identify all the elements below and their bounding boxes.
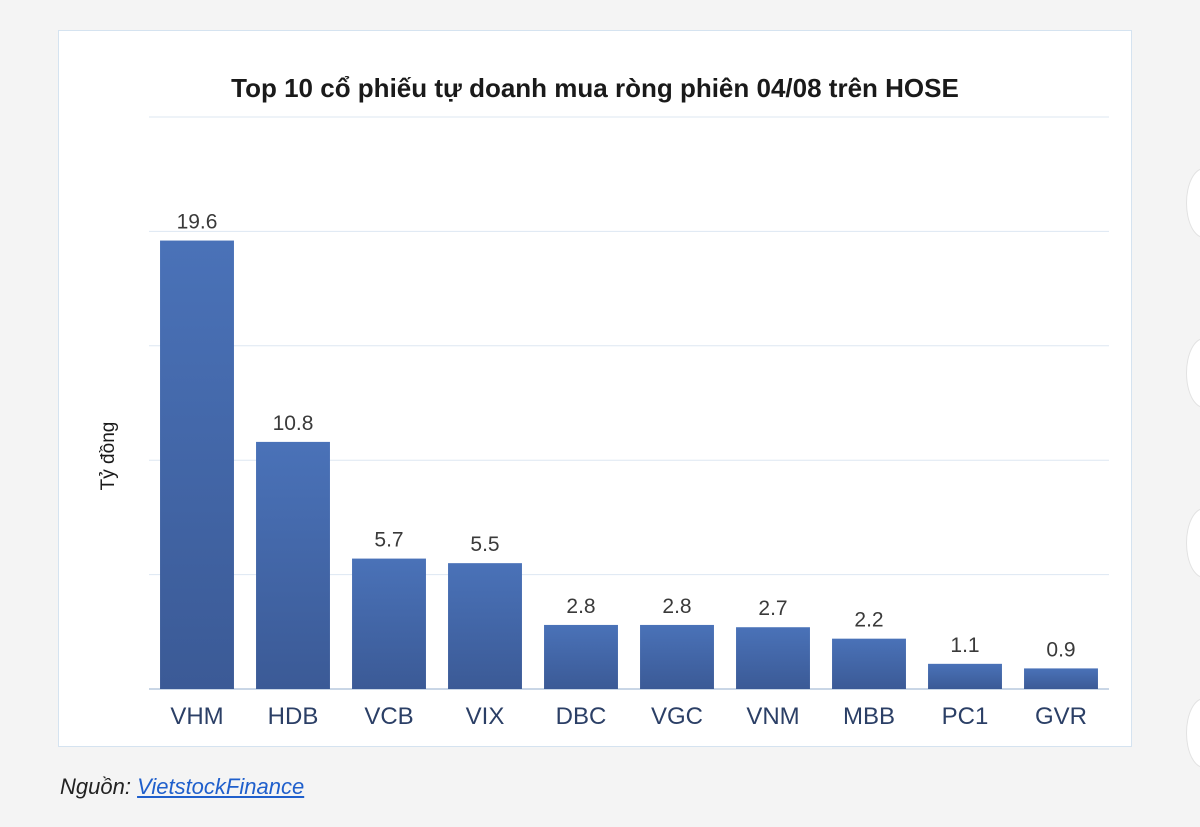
x-tick-label: VIX xyxy=(466,703,505,730)
bar-vcb xyxy=(352,558,426,689)
x-tick-label: HDB xyxy=(268,703,319,730)
bar-vgc xyxy=(640,624,714,689)
data-label: 19.6 xyxy=(177,211,218,234)
data-label: 1.1 xyxy=(950,634,979,657)
chart-card: Top 10 cổ phiếu tự doanh mua ròng phiên … xyxy=(58,30,1132,747)
source-credit: Nguồn: VietstockFinance xyxy=(60,774,304,800)
bar-chart: 19.610.85.7 5.52.8 2.8 2.7 2.21.1 0.9 VHM HDB V… xyxy=(98,116,1109,730)
x-tick-label: VNM xyxy=(746,703,799,730)
bars xyxy=(160,240,1098,689)
chart-title: Top 10 cổ phiếu tự doanh mua ròng phiên … xyxy=(231,73,959,103)
data-labels: 19.6 10.8 5.7 5.5 2.8 2.8 2.7 2.2 1.1 0.9 xyxy=(177,211,1076,662)
bar-gvr xyxy=(1024,668,1098,689)
side-panel-edge xyxy=(1186,338,1200,408)
data-label: 2.8 xyxy=(566,595,595,618)
x-tick-label: DBC xyxy=(556,703,607,730)
side-panel-edge xyxy=(1186,168,1200,238)
x-tick-labels: VHM HDB VCB VIX DBC VGC VNM MBB PC1 GVR xyxy=(170,703,1087,730)
x-tick-label: MBB xyxy=(843,703,895,730)
source-label: Nguồn: xyxy=(60,774,138,799)
side-panel-edge xyxy=(1186,698,1200,768)
x-tick-label: VGC xyxy=(651,703,703,730)
data-label: 0.9 xyxy=(1046,638,1075,661)
bar-hdb xyxy=(256,441,330,689)
x-tick-label: PC1 xyxy=(942,703,989,730)
data-label: 10.8 xyxy=(273,412,314,435)
x-tick-label: VCB xyxy=(364,703,413,730)
data-label: 2.7 xyxy=(758,597,787,620)
y-axis-label: Tỷ đồng xyxy=(98,422,119,491)
bar-pc1 xyxy=(928,663,1002,689)
source-link[interactable]: VietstockFinance xyxy=(137,774,305,799)
bar-dbc xyxy=(544,624,618,689)
side-panel-edge xyxy=(1186,508,1200,578)
x-tick-label: VHM xyxy=(170,703,223,730)
data-label: 5.5 xyxy=(470,533,499,556)
bar-vix xyxy=(448,563,522,689)
bar-vhm xyxy=(160,240,234,689)
bar-vnm xyxy=(736,627,810,689)
data-label: 5.7 xyxy=(374,529,403,552)
data-label: 2.8 xyxy=(662,595,691,618)
bar-mbb xyxy=(832,638,906,689)
x-tick-label: GVR xyxy=(1035,703,1087,730)
data-label: 2.2 xyxy=(854,609,883,632)
